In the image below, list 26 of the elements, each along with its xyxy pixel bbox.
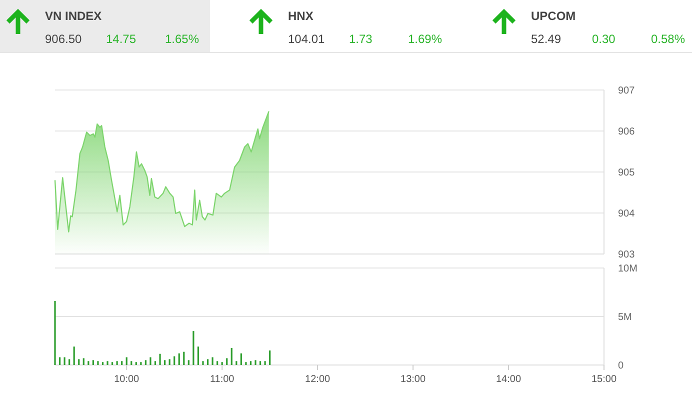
x-tick-label: 15:00 — [591, 374, 617, 385]
y-tick-label: 903 — [618, 250, 636, 260]
y-tick-label: 904 — [618, 208, 636, 220]
y-tick-label: 905 — [618, 168, 636, 178]
text: 0.30 — [592, 32, 616, 46]
y-tick-label: 0 — [618, 360, 624, 372]
text: 104.01 — [288, 32, 326, 46]
y-tick-label: 10M — [618, 264, 638, 274]
x-tick-label: 11:00 — [210, 374, 235, 385]
y-tick-label: 907 — [618, 86, 636, 96]
x-tick-label: 14:00 — [496, 374, 522, 385]
y-tick-label: 5M — [618, 312, 632, 323]
text: 1.69% — [408, 32, 442, 46]
text: HNX — [288, 9, 314, 23]
x-tick-label: 13:00 — [400, 374, 426, 385]
text: 52.49 — [531, 32, 562, 46]
x-tick-label: 12:00 — [305, 374, 331, 385]
y-tick-label: 906 — [618, 126, 636, 138]
text: UPCOM — [531, 9, 576, 23]
text: 14.75 — [106, 32, 136, 46]
text: 906.50 — [45, 32, 82, 46]
x-tick-label: 10:00 — [114, 374, 140, 385]
text: 1.65% — [164, 32, 200, 46]
text: 0.58% — [650, 32, 686, 46]
text: 1.73 — [349, 32, 373, 46]
text: VN INDEX — [45, 9, 102, 23]
